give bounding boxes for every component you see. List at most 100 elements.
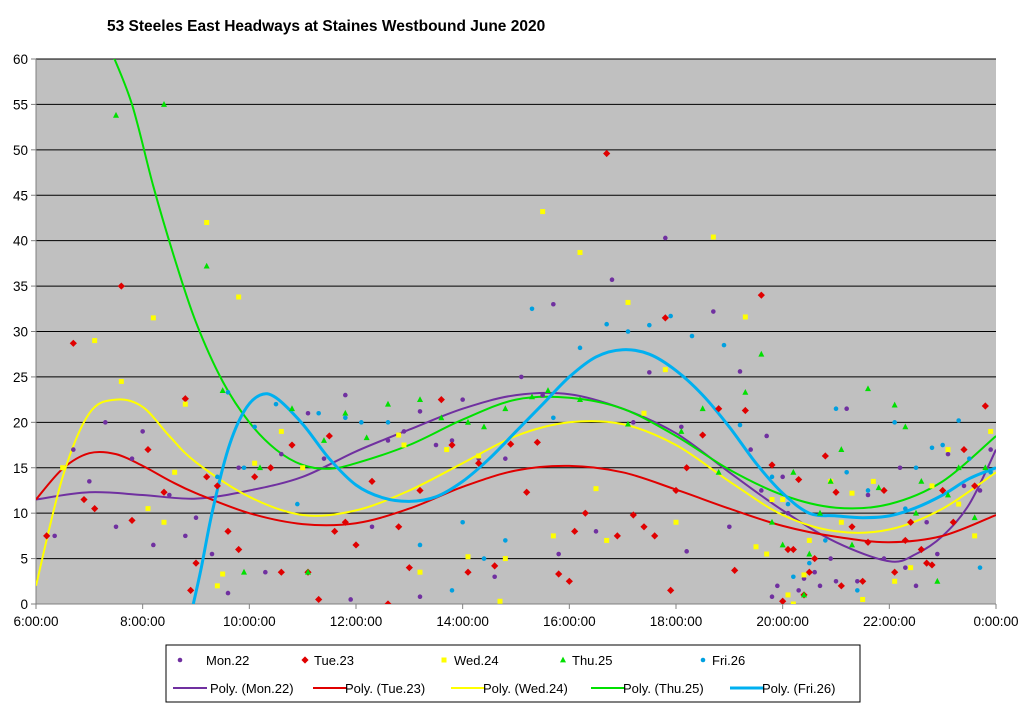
data-point — [144, 445, 152, 454]
y-tick-label: 5 — [20, 552, 28, 567]
data-point — [368, 477, 376, 485]
data-point — [151, 542, 156, 548]
data-point — [444, 447, 450, 453]
data-point — [395, 523, 403, 531]
data-point — [731, 566, 739, 574]
data-point — [220, 571, 226, 577]
data-point — [988, 447, 993, 452]
data-point — [449, 438, 455, 443]
data-point — [629, 511, 637, 519]
data-point — [519, 374, 524, 380]
data-point — [161, 519, 167, 525]
data-point — [603, 149, 611, 158]
y-tick-label: 10 — [13, 506, 28, 521]
data-point — [481, 556, 487, 561]
data-point — [236, 294, 242, 300]
data-point — [556, 551, 561, 557]
x-tick-label: 16:00:00 — [543, 614, 596, 629]
data-point — [903, 565, 908, 570]
data-point — [433, 442, 439, 448]
data-point — [571, 527, 579, 535]
data-point — [711, 309, 716, 314]
data-point — [352, 541, 360, 549]
data-point — [507, 440, 515, 448]
data-point — [641, 410, 647, 416]
data-point — [401, 429, 407, 434]
data-point — [789, 545, 797, 554]
data-point — [604, 321, 609, 327]
data-point — [252, 424, 257, 430]
data-point — [183, 533, 188, 539]
x-tick-label: 18:00:00 — [650, 614, 703, 629]
data-point — [204, 220, 210, 225]
data-point — [913, 509, 919, 516]
data-point — [214, 583, 220, 589]
data-point — [533, 438, 541, 446]
data-point — [790, 468, 797, 475]
data-point — [593, 529, 599, 534]
data-point — [918, 477, 925, 484]
data-points — [43, 101, 994, 604]
data-point — [295, 501, 300, 507]
data-point — [464, 568, 472, 576]
data-point — [806, 550, 813, 557]
data-point — [807, 560, 812, 566]
data-point — [949, 518, 957, 526]
data-point — [897, 465, 903, 471]
data-point — [209, 551, 215, 557]
data-point — [928, 561, 936, 569]
legend-label: Poly. (Wed.24) — [483, 681, 568, 696]
data-point — [529, 306, 535, 312]
data-point — [721, 342, 727, 348]
data-point — [833, 578, 839, 584]
data-point — [161, 101, 167, 107]
data-point — [87, 479, 92, 484]
data-point — [913, 465, 919, 471]
data-point — [859, 577, 867, 585]
data-point — [907, 518, 915, 526]
data-point — [277, 568, 285, 576]
data-point — [167, 492, 172, 498]
data-point — [844, 406, 849, 412]
data-point — [673, 519, 679, 525]
data-point — [945, 451, 951, 457]
data-point — [838, 519, 844, 525]
legend-marker — [700, 657, 706, 663]
data-point — [742, 314, 748, 320]
axes — [31, 58, 997, 609]
data-point — [225, 590, 231, 596]
data-point — [341, 518, 349, 526]
data-point — [817, 583, 823, 589]
legend-label: Poly. (Mon.22) — [210, 681, 294, 696]
data-point — [279, 451, 284, 457]
data-point — [128, 516, 136, 525]
data-point — [748, 447, 753, 452]
data-point — [475, 459, 483, 467]
series-mon-22 — [52, 235, 993, 602]
data-point — [325, 432, 333, 440]
data-point — [805, 568, 813, 576]
data-point — [892, 578, 898, 584]
data-point — [742, 388, 749, 395]
legend-label: Poly. (Fri.26) — [762, 681, 835, 696]
legend-label: Tue.23 — [314, 653, 354, 668]
y-tick-label: 55 — [13, 97, 28, 112]
data-point — [769, 518, 775, 525]
data-point — [263, 569, 268, 575]
x-tick-label: 10:00:00 — [223, 614, 276, 629]
data-point — [503, 538, 508, 543]
data-point — [913, 583, 919, 589]
data-point — [849, 490, 855, 496]
data-point — [384, 600, 392, 604]
data-point — [215, 474, 220, 480]
legend-label: Mon.22 — [206, 653, 249, 668]
data-point — [129, 456, 135, 461]
data-point — [860, 596, 866, 602]
legend-label: Poly. (Tue.23) — [345, 681, 425, 696]
data-point — [80, 495, 88, 504]
series-fri-26 — [215, 306, 993, 593]
data-point — [647, 322, 652, 328]
data-point — [625, 329, 631, 334]
data-point — [880, 486, 888, 495]
data-point — [550, 533, 556, 539]
